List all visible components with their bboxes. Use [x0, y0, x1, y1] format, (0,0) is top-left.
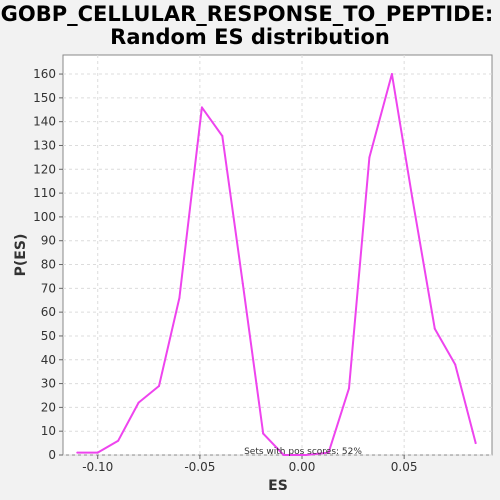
x-tick-label: -0.10: [82, 460, 113, 474]
y-axis-label: P(ES): [13, 234, 29, 277]
series-line: [77, 73, 477, 456]
y-tick-label: 100: [33, 210, 56, 224]
data-point: [368, 156, 371, 159]
data-point: [178, 296, 181, 299]
data-point: [137, 401, 140, 404]
y-tick-label: 60: [41, 305, 56, 319]
data-point: [474, 442, 477, 445]
plot-area: [62, 54, 493, 456]
y-tick-label: 30: [41, 377, 56, 391]
x-tick-label: -0.05: [184, 460, 215, 474]
chart-title-line2: Random ES distribution: [110, 25, 390, 49]
data-point: [305, 454, 308, 456]
data-point: [221, 134, 224, 137]
data-point: [262, 432, 265, 435]
x-tick-label: 0.00: [289, 460, 316, 474]
y-tick-label: 150: [33, 91, 56, 105]
data-point: [348, 387, 350, 390]
data-point: [117, 439, 120, 442]
data-point: [200, 106, 203, 109]
y-tick-label: 90: [41, 234, 56, 248]
x-tick-label: 0.05: [391, 460, 418, 474]
y-axis-ticks: 0 10 20 30 40 50 60 70 80 90 100 110 120 130 140 150 160: [33, 67, 63, 462]
y-tick-label: 140: [33, 115, 56, 129]
y-tick-label: 0: [48, 448, 56, 462]
data-point: [241, 282, 244, 285]
data-point: [390, 73, 393, 76]
data-point: [96, 451, 99, 454]
x-axis-ticks: -0.10 -0.05 0.00 0.05: [82, 455, 418, 474]
data-point: [327, 451, 330, 454]
data-point: [158, 384, 161, 387]
y-tick-label: 160: [33, 67, 56, 81]
chart-title-line1: GOBP_CELLULAR_RESPONSE_TO_PEPTIDE:: [1, 2, 494, 26]
data-point: [76, 451, 79, 454]
y-tick-label: 130: [33, 138, 56, 152]
x-axis-label: ES: [268, 478, 288, 494]
data-point: [433, 327, 436, 330]
y-tick-label: 70: [41, 281, 56, 295]
pos-scores-annotation: Sets with pos scores: 52%: [244, 447, 362, 457]
y-tick-label: 80: [41, 258, 56, 272]
y-tick-label: 20: [41, 400, 56, 414]
data-point: [454, 363, 457, 366]
y-tick-label: 120: [33, 162, 56, 176]
y-tick-label: 40: [41, 353, 56, 367]
data-point: [411, 196, 414, 199]
data-point: [282, 454, 285, 456]
data-points: [76, 73, 477, 456]
y-tick-label: 110: [33, 186, 56, 200]
y-tick-label: 10: [41, 424, 56, 438]
y-tick-label: 50: [41, 329, 56, 343]
